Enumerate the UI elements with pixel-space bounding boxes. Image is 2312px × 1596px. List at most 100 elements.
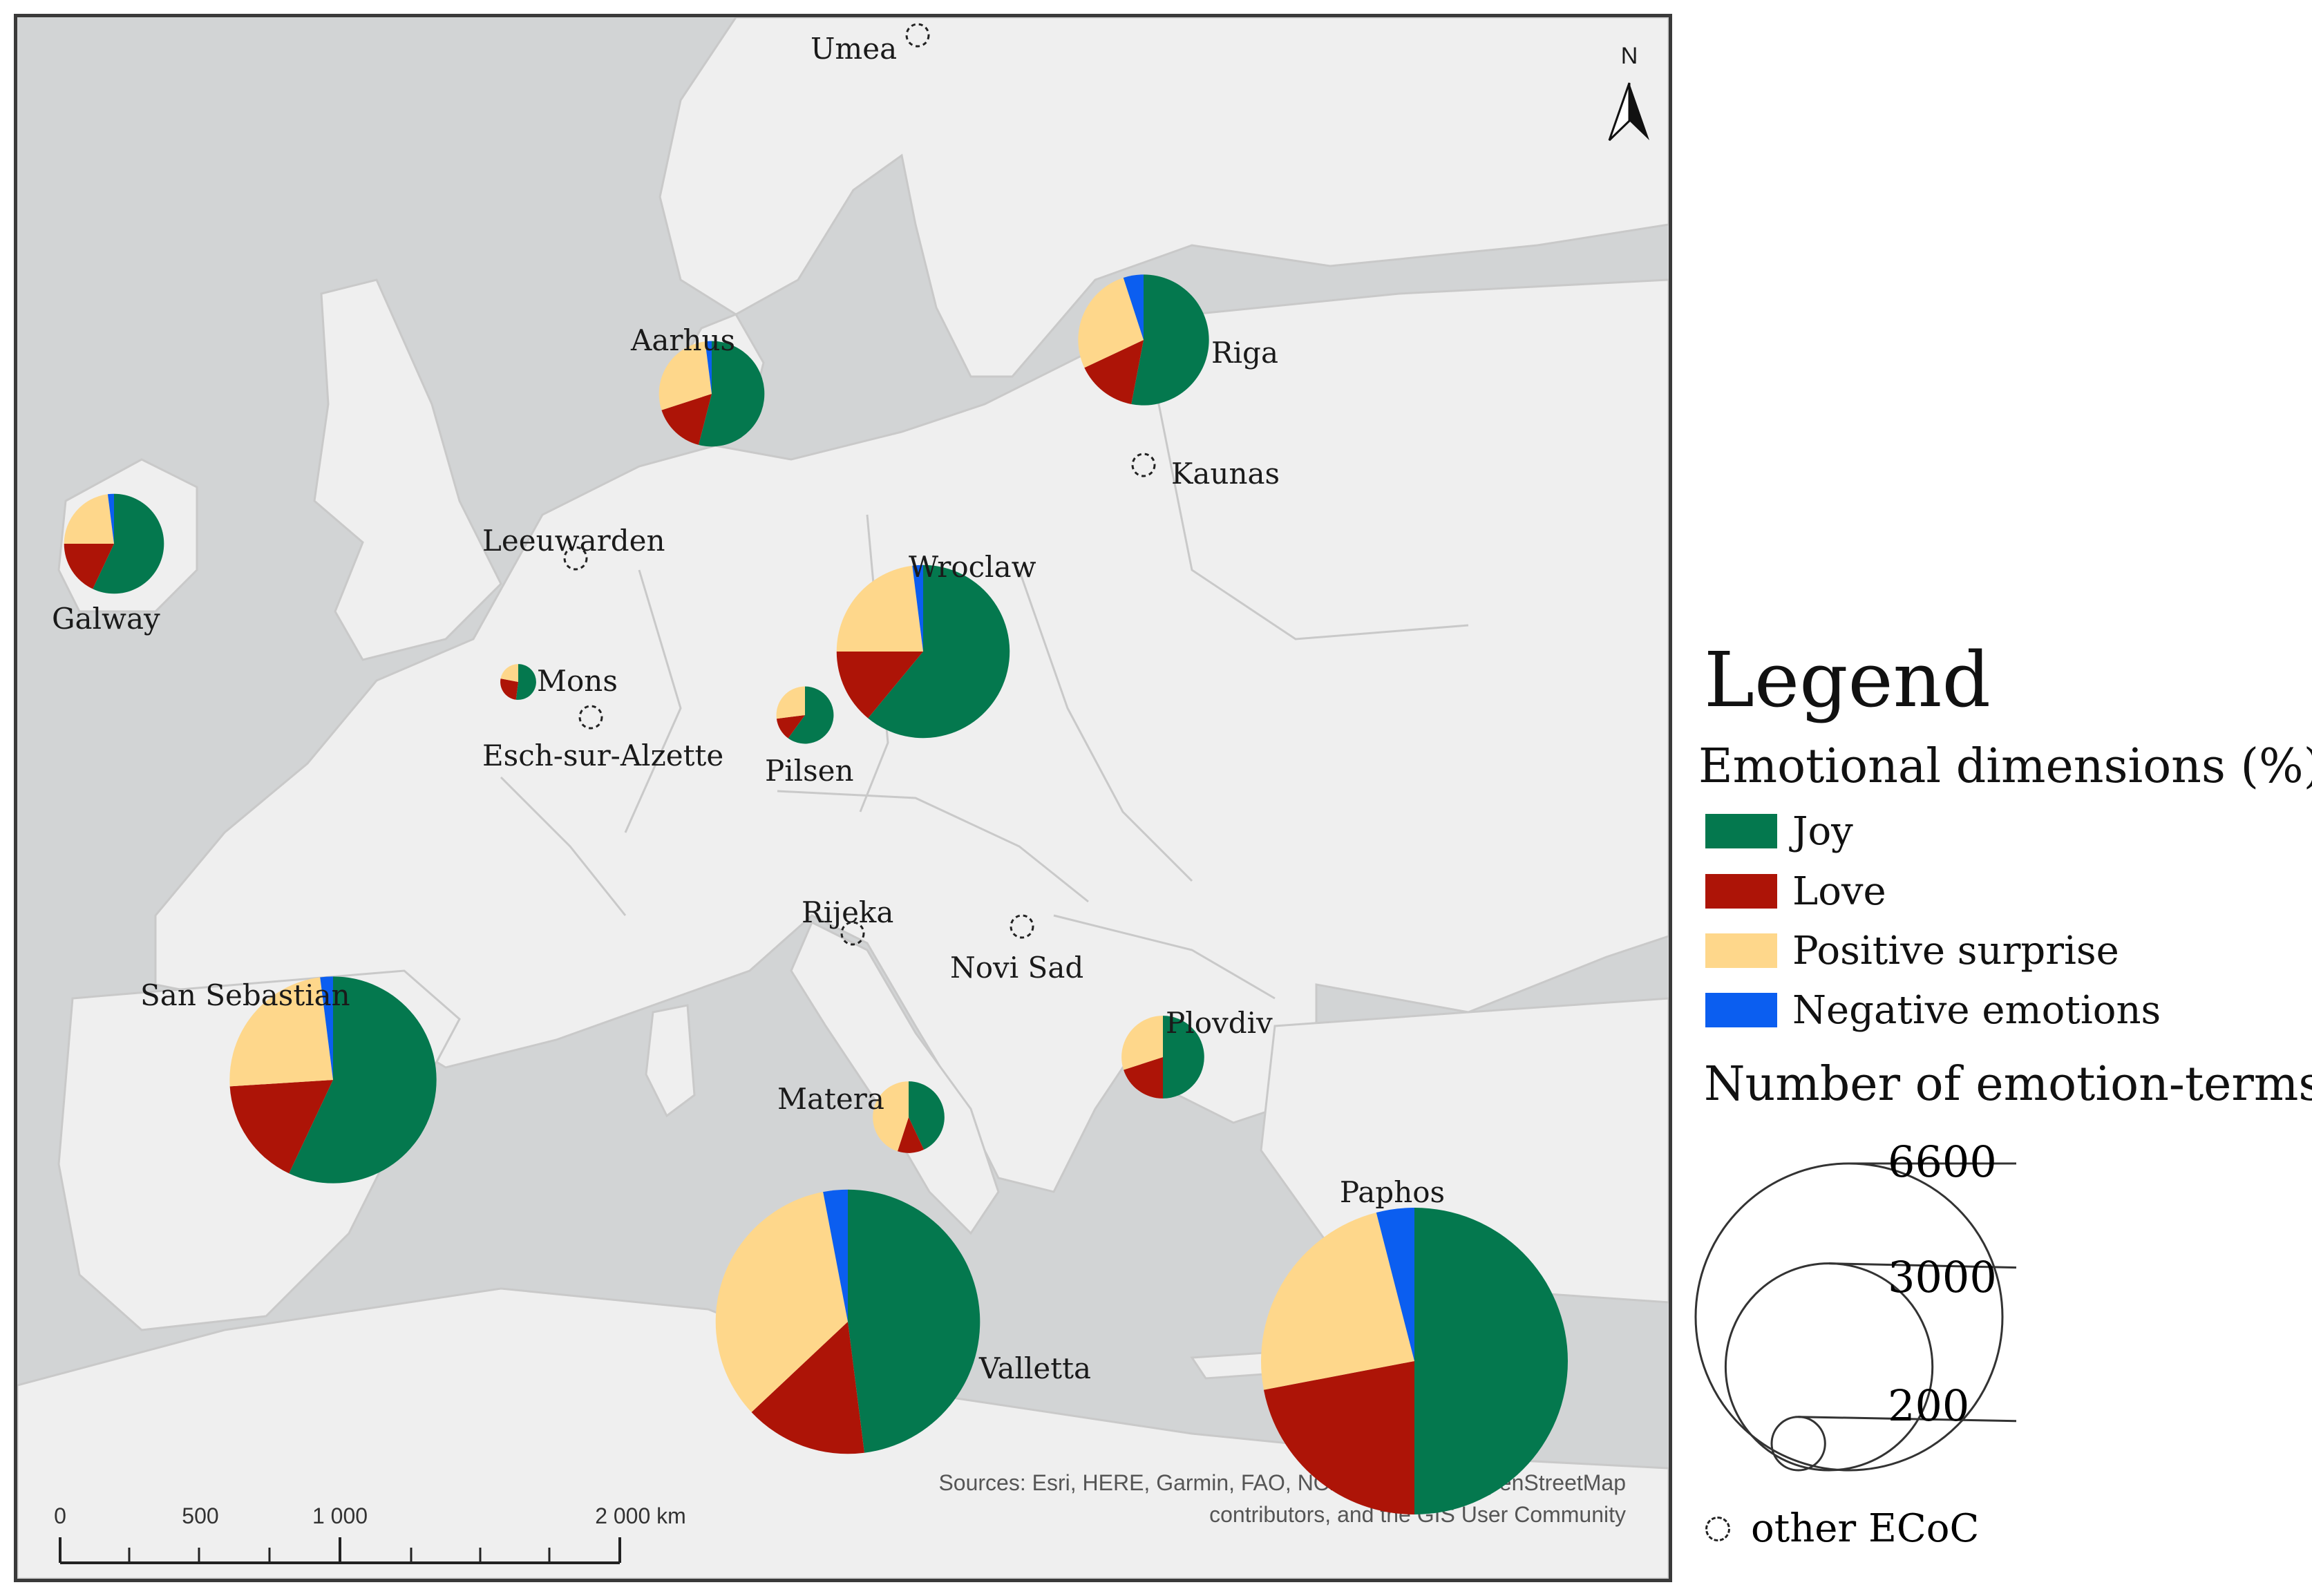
city-label-esch-sur-alzette: Esch-sur-Alzette (482, 739, 723, 772)
legend-other-ecoc: other ECoC (1705, 1506, 1979, 1551)
pie-slice-aarhus-joy (699, 341, 765, 447)
other-ecoc-marker-esch-sur-alzette (578, 705, 603, 730)
pie-slice-wroclaw-love (836, 652, 923, 719)
positive-surprise-swatch (1705, 933, 1777, 968)
pie-slice-aarhus-love (661, 394, 712, 445)
city-label-aarhus: Aarhus (630, 323, 735, 357)
legend-label-positive-surprise: Positive surprise (1792, 928, 2119, 973)
britain-land (313, 278, 502, 661)
pie-slice-plovdiv-positive-surprise (1121, 1016, 1163, 1070)
legend-item-negative-emotions: Negative emotions (1705, 988, 2161, 1033)
pie-slice-san-sebastian-negative-emotions (320, 976, 333, 1080)
dashed-circle-icon (1705, 1516, 1730, 1541)
city-label-leeuwarden: Leeuwarden (482, 524, 665, 558)
city-label-umea: Umea (811, 32, 897, 66)
pie-mons (500, 664, 536, 700)
pie-slice-valletta-positive-surprise (715, 1192, 848, 1412)
city-label-riga: Riga (1211, 336, 1278, 370)
legend-label-negative-emotions: Negative emotions (1792, 987, 2161, 1033)
island-1 (645, 1004, 696, 1118)
pie-slice-pilsen-love (776, 715, 805, 739)
size-circle-3000 (1724, 1262, 1934, 1472)
city-label-mons: Mons (537, 664, 618, 698)
pie-slice-san-sebastian-joy (289, 976, 437, 1184)
pie-slice-galway-joy (93, 493, 164, 594)
scale-tick-1000: 1 000 (312, 1503, 368, 1528)
pie-slice-paphos-negative-emotions (1376, 1208, 1414, 1361)
legend-size-circles (1694, 1162, 2017, 1472)
legend-dimensions-title: Emotional dimensions (%) (1698, 739, 2312, 794)
scale-bar: 0 500 1 000 2 000 km (54, 1503, 686, 1564)
pie-slice-wroclaw-joy (868, 564, 1010, 739)
city-label-galway: Galway (52, 602, 160, 636)
pie-slice-mons-positive-surprise (500, 664, 518, 682)
pie-slice-aarhus-negative-emotions (705, 341, 712, 394)
size-label-6600: 6600 (1888, 1137, 1997, 1187)
pie-slice-plovdiv-joy (1163, 1016, 1204, 1099)
legend-item-joy: Joy (1705, 808, 1853, 854)
legend-label-love: Love (1792, 868, 1886, 914)
pie-slice-galway-negative-emotions (107, 493, 114, 544)
pie-slice-valletta-love (751, 1322, 864, 1454)
other-ecoc-marker-kaunas (1131, 453, 1156, 477)
pie-slice-riga-positive-surprise (1078, 277, 1144, 368)
pie-slice-matera-joy (909, 1081, 945, 1150)
pie-slice-wroclaw-negative-emotions (912, 564, 923, 652)
pie-slice-aarhus-positive-surprise (658, 341, 712, 410)
pie-slice-mons-love (500, 678, 518, 700)
pie-slice-paphos-positive-surprise (1261, 1212, 1414, 1390)
pie-slice-pilsen-joy (788, 686, 834, 744)
city-label-valletta: Valletta (978, 1351, 1091, 1385)
scandinavia-land (658, 17, 1669, 378)
legend-item-positive-surprise: Positive surprise (1705, 928, 2119, 973)
pie-slice-matera-love (897, 1117, 925, 1153)
other-ecoc-marker-umea (905, 23, 930, 48)
legend: Legend Emotional dimensions (%) Joy Love… (1686, 622, 2312, 1575)
pie-slice-pilsen-positive-surprise (776, 686, 805, 719)
pie-plovdiv (1121, 1016, 1204, 1099)
pie-slice-galway-positive-surprise (64, 494, 114, 544)
pie-slice-riga-love (1084, 340, 1144, 404)
north-arrow: N (1608, 43, 1649, 142)
size-leader-200 (1798, 1416, 2017, 1423)
pie-slice-matera-positive-surprise (873, 1081, 909, 1152)
sources-line-1: Sources: Esri, HERE, Garmin, FAO, NOAA, … (938, 1470, 1626, 1495)
pie-slice-plovdiv-love (1124, 1057, 1163, 1099)
city-label-plovdiv: Plovdiv (1166, 1006, 1273, 1040)
scale-tick-500: 500 (182, 1503, 218, 1528)
other-ecoc-marker-rijeka (840, 921, 865, 946)
pie-paphos (1261, 1208, 1568, 1514)
other-ecoc-marker-novi-sad (1010, 914, 1034, 939)
pie-san-sebastian (229, 976, 437, 1184)
basemap: N 0 500 1 000 2 000 km Sources: Esri, HE… (17, 17, 1669, 1579)
legend-other-label: other ECoC (1751, 1506, 1980, 1551)
size-leader-3000 (1829, 1262, 2017, 1269)
pie-valletta (715, 1189, 980, 1454)
love-swatch (1705, 874, 1777, 909)
pie-riga (1078, 274, 1209, 406)
map-frame: N 0 500 1 000 2 000 km Sources: Esri, HE… (14, 14, 1672, 1582)
legend-item-love: Love (1705, 868, 1886, 914)
pie-galway (64, 493, 164, 594)
city-label-wroclaw: Wroclaw (909, 550, 1036, 584)
pie-slice-san-sebastian-positive-surprise (229, 977, 333, 1087)
city-label-rijeka: Rijeka (802, 895, 893, 929)
pie-slice-valletta-joy (848, 1189, 980, 1453)
other-ecoc-marker-leeuwarden (563, 546, 588, 571)
pie-slice-mons-joy (515, 664, 536, 700)
pie-slice-wroclaw-positive-surprise (836, 565, 923, 652)
size-label-3000: 3000 (1888, 1252, 1997, 1302)
size-scale (1694, 1162, 2017, 1472)
pie-matera (873, 1081, 945, 1153)
legend-label-joy: Joy (1792, 808, 1853, 854)
legend-title: Legend (1704, 636, 1991, 724)
city-label-paphos: Paphos (1340, 1175, 1445, 1209)
city-label-san-sebastian: San Sebastian (140, 978, 350, 1012)
city-label-pilsen: Pilsen (765, 754, 854, 788)
scale-tick-2000: 2 000 km (595, 1503, 686, 1528)
pie-slice-valletta-negative-emotions (823, 1189, 848, 1322)
pie-aarhus (658, 341, 765, 447)
italy-land (790, 920, 1000, 1235)
north-arrow-label: N (1621, 43, 1638, 69)
legend-size-title: Number of emotion-terms (1704, 1057, 2312, 1112)
